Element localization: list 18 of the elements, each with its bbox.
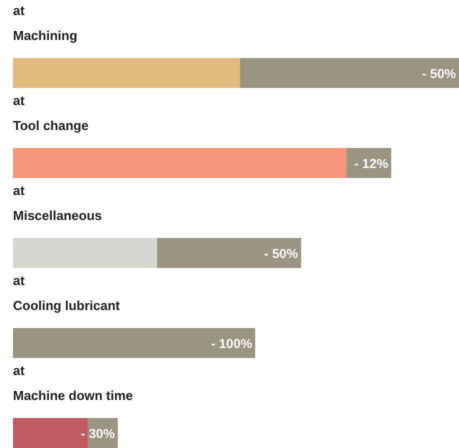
y-tick-label: at Miscellaneous	[13, 183, 102, 223]
annotation: - 30%	[80, 426, 116, 441]
annotation: - 50%	[264, 246, 299, 261]
bar	[346, 148, 392, 178]
bar	[13, 238, 158, 268]
bar	[13, 148, 346, 178]
annotation: - 12%	[354, 156, 389, 171]
bar	[13, 58, 240, 88]
bar	[13, 328, 256, 358]
bar	[157, 238, 302, 268]
bar	[13, 418, 88, 448]
annotation: - 100%	[210, 336, 253, 351]
y-tick-label: at Machining	[13, 3, 78, 43]
annotation: - 50%	[422, 66, 456, 81]
y-tick-label: at Tool change	[13, 93, 89, 133]
bar	[240, 58, 459, 88]
y-tick-label: at Machine down time	[13, 363, 133, 403]
y-tick-label: at Cooling lubricant	[13, 273, 121, 313]
